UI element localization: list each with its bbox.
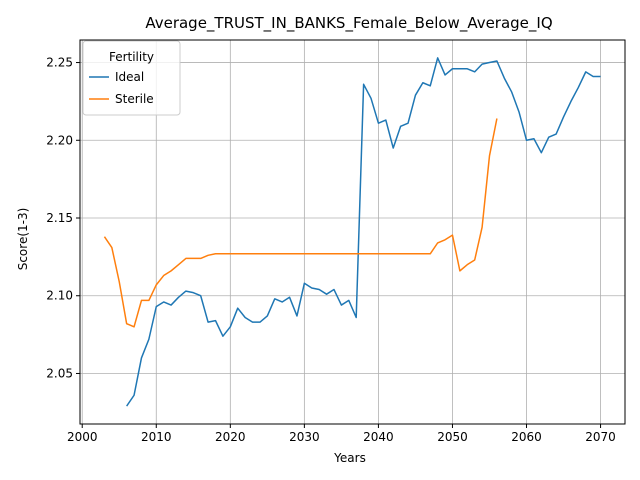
legend-title: Fertility — [109, 50, 154, 64]
x-tick-label: 2000 — [67, 430, 98, 444]
grid-lines — [80, 40, 625, 424]
y-tick-label: 2.20 — [46, 133, 73, 147]
x-axis-label: Years — [333, 451, 366, 465]
series-line-sterile — [103, 118, 498, 328]
y-tick-label: 2.10 — [46, 289, 73, 303]
series-line-ideal — [126, 57, 601, 407]
y-tick-label: 2.05 — [46, 366, 73, 380]
x-tick-label: 2040 — [363, 430, 394, 444]
x-tick-label: 2020 — [215, 430, 246, 444]
x-tick-label: 2030 — [289, 430, 320, 444]
y-tick-label: 2.15 — [46, 211, 73, 225]
y-axis-label: Score(1-3) — [16, 208, 30, 271]
legend-label-sterile: Sterile — [115, 92, 154, 106]
x-tick-label: 2050 — [437, 430, 468, 444]
chart-title: Average_TRUST_IN_BANKS_Female_Below_Aver… — [145, 14, 552, 33]
legend-label-ideal: Ideal — [115, 70, 144, 84]
x-tick-label: 2010 — [141, 430, 172, 444]
legend-box — [82, 40, 181, 116]
x-tick-label: 2060 — [511, 430, 542, 444]
plot-frame — [79, 39, 626, 425]
x-axis-ticks: 2000 2010 2020 2030 2040 2050 2060 2070 — [67, 424, 616, 444]
y-tick-label: 2.25 — [46, 56, 73, 70]
legend: Fertility Ideal Sterile — [82, 40, 181, 116]
series-layer — [103, 57, 601, 407]
x-tick-label: 2070 — [585, 430, 616, 444]
y-axis-ticks: 2.05 2.10 2.15 2.20 2.25 — [46, 56, 80, 380]
